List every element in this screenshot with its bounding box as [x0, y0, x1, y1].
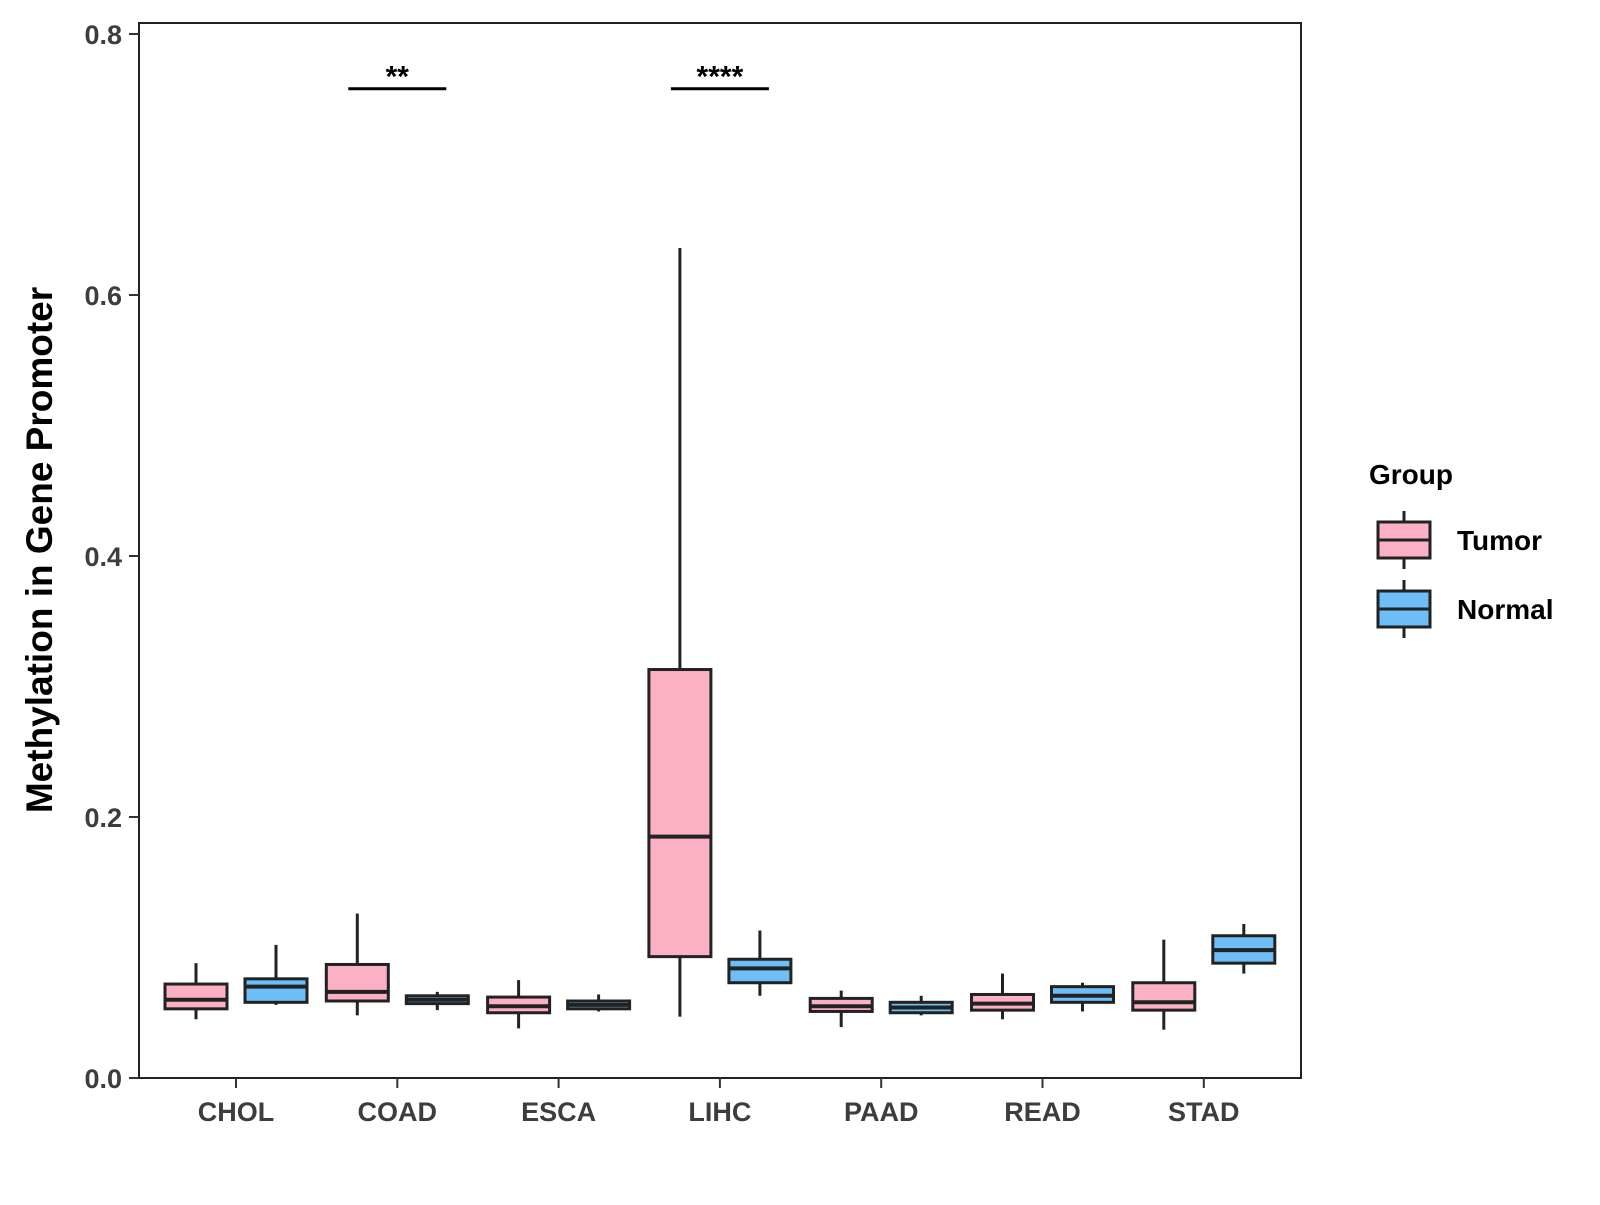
significance-annotations: ** ****	[348, 61, 769, 94]
x-tick-label: CHOL	[198, 1097, 275, 1127]
y-tick-label: 0.6	[84, 281, 122, 311]
x-tick-label: STAD	[1168, 1097, 1240, 1127]
x-tick-label: COAD	[358, 1097, 438, 1127]
box-iqr	[647, 668, 713, 959]
legend-title: Group	[1369, 459, 1453, 490]
y-tick-label: 0.2	[84, 803, 122, 833]
box-series	[163, 248, 1277, 1030]
box-iqr	[1131, 981, 1197, 1012]
box-iqr	[727, 957, 793, 985]
box-iqr	[243, 977, 309, 1004]
y-tick-label: 0.8	[84, 20, 122, 50]
significance-label: ****	[697, 61, 744, 94]
box-iqr	[324, 962, 390, 1003]
box-normal-esca	[566, 994, 632, 1012]
box-normal-stad	[1211, 924, 1277, 974]
significance-label: **	[386, 61, 410, 94]
box-normal-paad	[888, 995, 954, 1016]
y-tick-label: 0.0	[84, 1064, 122, 1094]
x-tick-label: ESCA	[521, 1097, 596, 1127]
plot-panel	[138, 22, 1302, 1079]
box-tumor-lihc	[647, 248, 713, 1017]
y-axis: 0.0 0.2 0.4 0.6 0.8	[84, 20, 139, 1094]
x-tick-label: PAAD	[844, 1097, 919, 1127]
x-tick-label: LIHC	[688, 1097, 751, 1127]
box-normal-coad	[404, 991, 470, 1011]
x-tick-label: READ	[1004, 1097, 1081, 1127]
legend: Group Tumor Normal	[1369, 459, 1553, 638]
legend-label: Tumor	[1457, 525, 1542, 556]
box-tumor-paad	[808, 990, 874, 1028]
box-tumor-esca	[486, 980, 552, 1029]
box-normal-chol	[243, 944, 309, 1005]
x-axis: CHOL COAD ESCA LIHC PAAD READ STAD	[198, 1078, 1240, 1127]
legend-item-normal: Normal	[1376, 580, 1553, 638]
box-tumor-chol	[163, 963, 229, 1020]
legend-label: Normal	[1457, 594, 1553, 625]
y-axis-title: Methylation in Gene Promoter	[19, 287, 60, 813]
box-tumor-stad	[1131, 939, 1197, 1030]
box-tumor-read	[970, 973, 1035, 1020]
box-tumor-coad	[324, 913, 390, 1016]
y-tick-label: 0.4	[84, 542, 122, 572]
legend-item-tumor: Tumor	[1376, 511, 1542, 569]
box-iqr	[163, 982, 229, 1011]
box-normal-lihc	[727, 930, 793, 996]
box-normal-read	[1050, 982, 1115, 1012]
